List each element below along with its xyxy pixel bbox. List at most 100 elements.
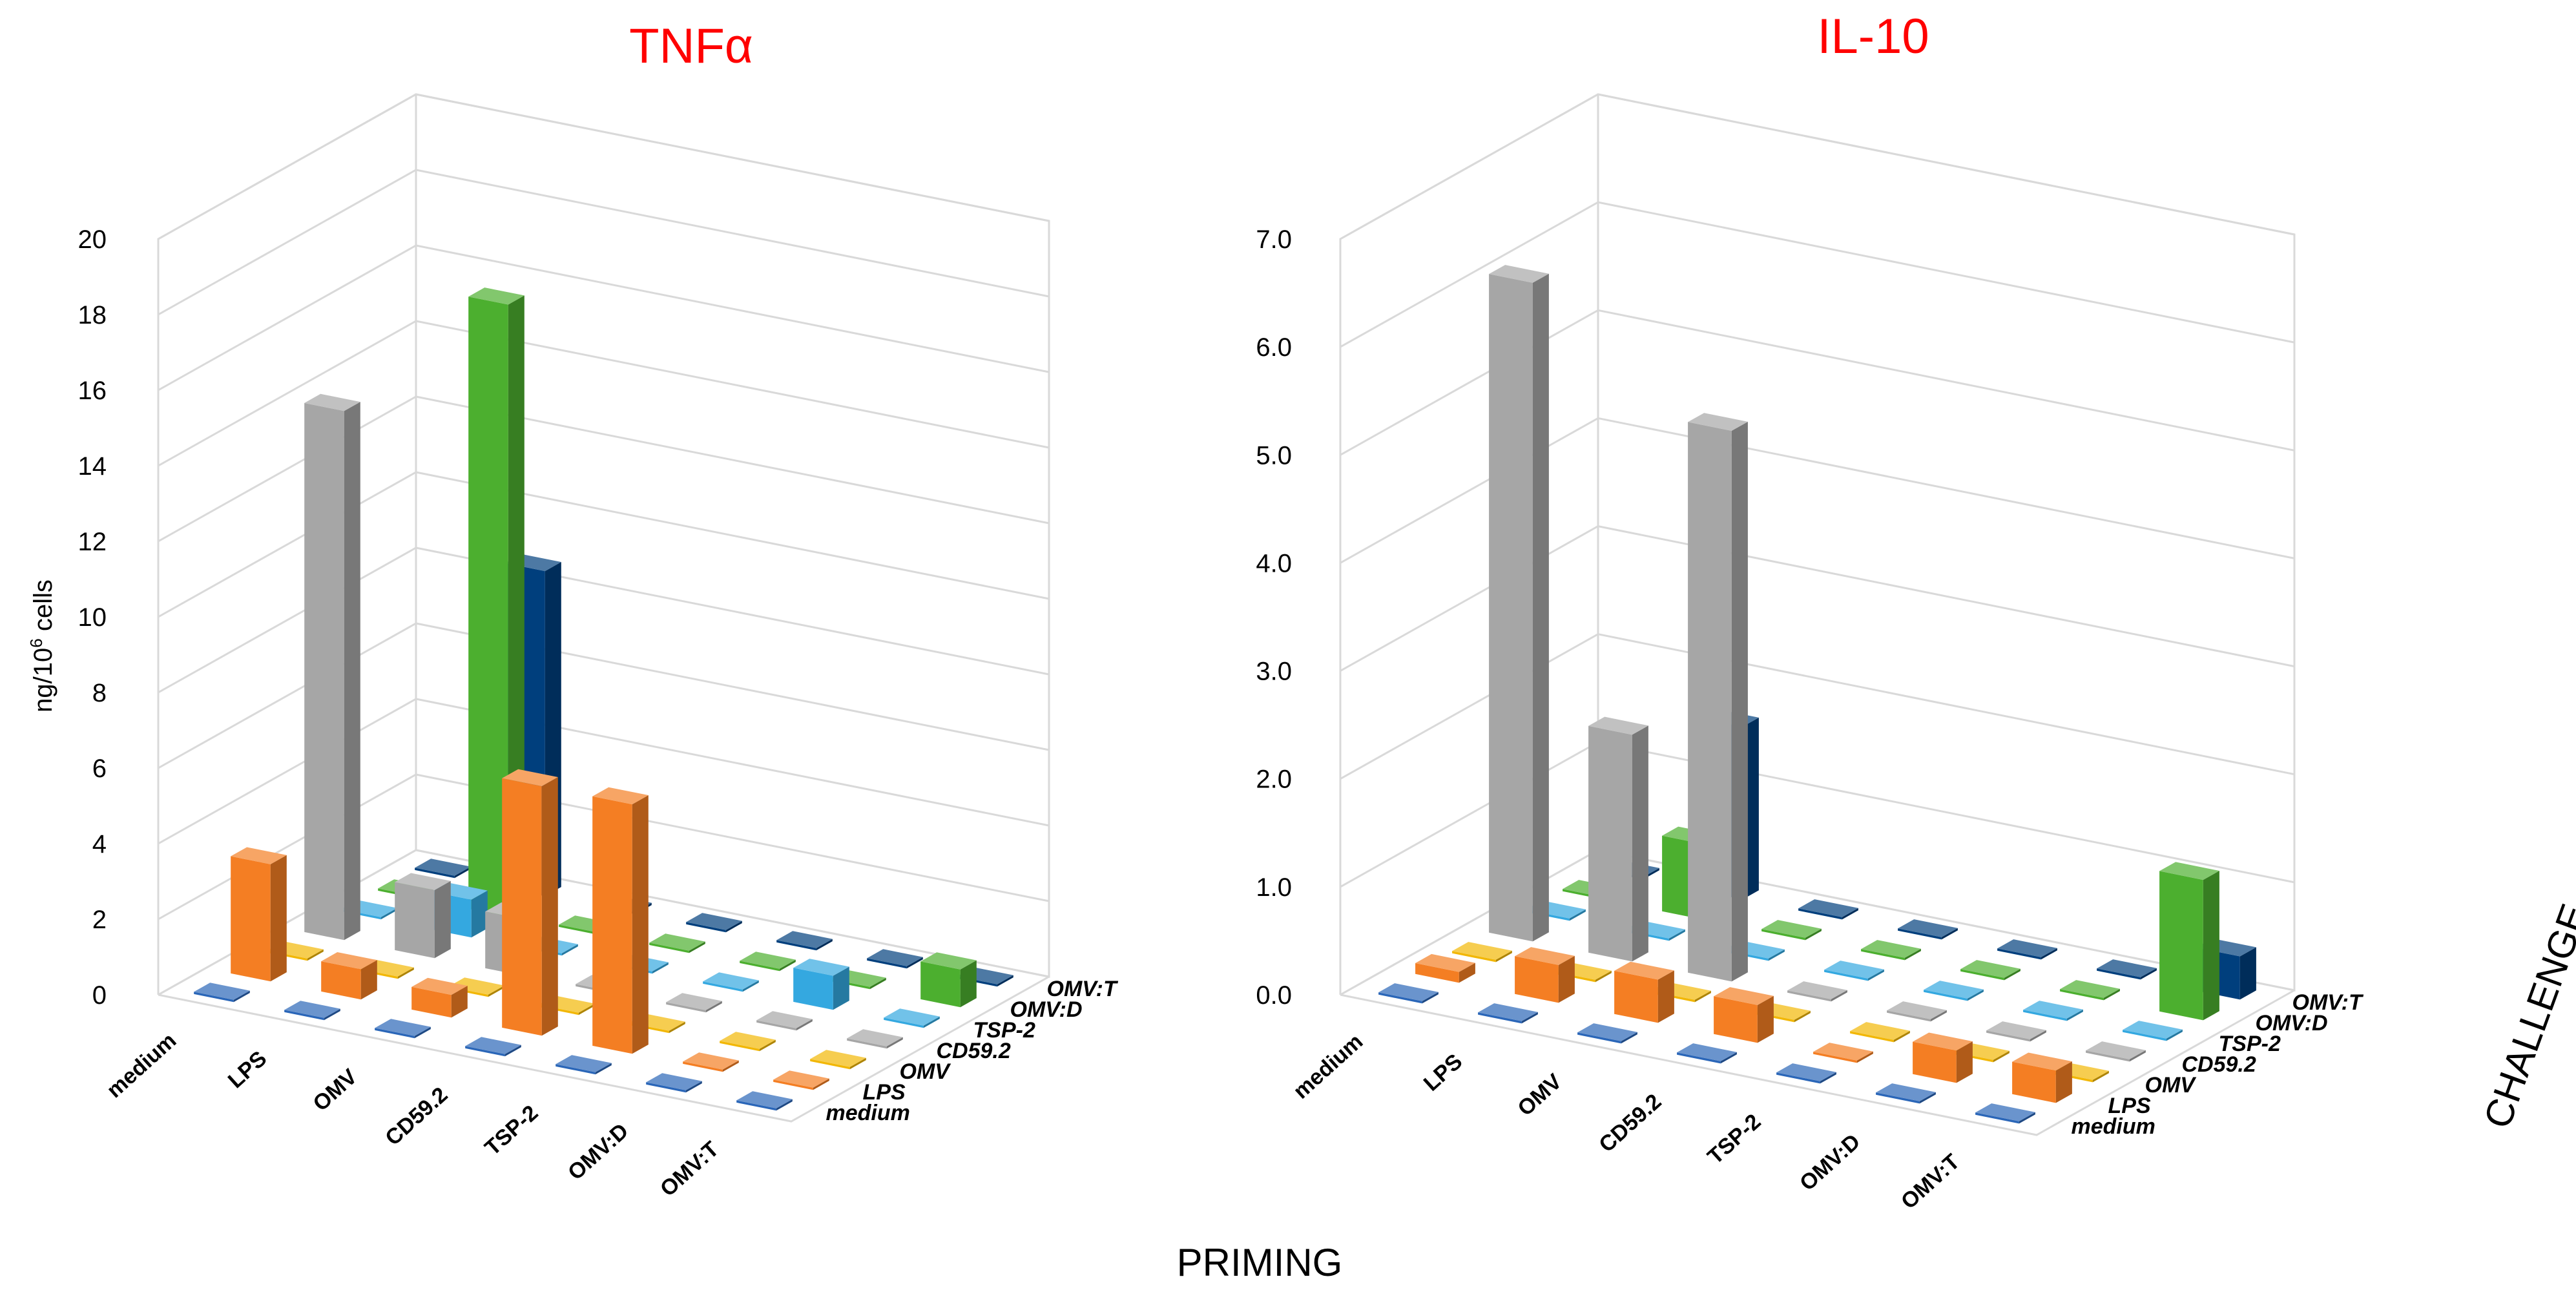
tnf-gridline [158,471,1050,618]
tnf-y-tick-label: 16 [78,377,107,405]
il10-bar [1577,1023,1637,1044]
il10-bar [1415,953,1475,983]
il10-bar [1478,1003,1538,1024]
il10-chart: IL-10 0.01.02.03.04.05.06.07.0 medium LPS… [1256,9,2364,1214]
tnf-bar [502,769,558,1036]
il10-priming-label: TSP-2 [1703,1109,1765,1169]
tnf-bar [666,993,722,1013]
il10-bar [1688,413,1748,982]
tnf-challenge-label: medium [826,1101,910,1125]
il10-floor [1340,989,2295,1136]
il10-bar [1776,1063,1836,1084]
il10-bar [2159,862,2219,1021]
il10-bar [1798,899,1858,920]
il10-priming-label: OMV [1513,1069,1566,1121]
tnf-y-tick-label: 2 [92,906,107,934]
tnf-bar [646,1073,702,1093]
tnf-chart: TNFα 0 2 4 6 8 10 12 14 16 18 20 ng/106 cells medi… [26,19,1119,1202]
il10-gridline [1340,633,2295,780]
il10-bar [1975,1103,2035,1124]
tnf-y-tick-label: 4 [92,830,107,858]
il10-bar [1913,1032,1973,1083]
tnf-bar [686,913,742,933]
il10-challenge-label: CD59.2 [2182,1052,2256,1077]
tnf-bar [375,1019,431,1039]
il10-y-tick-label: 1.0 [1256,873,1292,902]
il10-bar [1813,1043,1873,1063]
il10-bar [1588,716,1648,962]
il10-bar [2060,980,2120,1001]
il10-gridline [1340,741,2295,888]
tnf-priming-label: medium [102,1028,181,1103]
il10-gridline [1340,417,2295,564]
il10-gridline [1340,93,2295,240]
il10-y-tick-label: 5.0 [1256,441,1292,470]
tnf-priming-label: OMV [308,1064,362,1116]
tnf-walls [157,93,1050,1123]
il10-y-tick-label: 7.0 [1256,225,1292,254]
il10-bar [1378,983,1439,1004]
tnf-bars [194,287,1013,1111]
tnf-floor [158,975,1050,1123]
tnf-priming-label: TSP-2 [480,1101,543,1161]
tnf-challenge-label: CD59.2 [937,1039,1011,1063]
tnf-bar [793,959,849,1010]
tnf-priming-label: CD59.2 [380,1083,452,1150]
tnf-bar [847,1029,903,1049]
tnf-gridline [158,93,1050,240]
tnf-bar [415,858,471,879]
tnf-challenge-label: OMV:D [1010,997,1083,1022]
tnf-y-axis-label: ng/106 cells [26,579,57,713]
tnf-bar [920,952,977,1008]
tnf-y-tick-label: 0 [92,981,107,1010]
tnf-bar [776,931,833,951]
tnf-gridline [158,395,1050,543]
tnf-bar [867,949,923,969]
il10-bar [1761,920,1822,941]
il10-challenge-label: OMV:D [2256,1011,2328,1035]
il10-y-tick-label: 2.0 [1256,765,1292,794]
il10-bar [1997,939,2057,960]
il10-bar [1787,981,1847,1002]
tnf-y-tick-label: 14 [78,452,107,481]
tnf-bar [411,977,468,1018]
tnf-gridline [158,169,1050,316]
challenge-axis-label: CHALLENGE [2475,899,2576,1134]
tnf-bar [395,873,451,959]
tnf-y-ticks: 0 2 4 6 8 10 12 14 16 18 20 [78,225,107,1010]
tnf-y-tick-label: 6 [92,754,107,783]
il10-bar [2097,959,2157,980]
tnf-gridline [158,622,1050,769]
tnf-bar [321,952,377,1000]
tnf-challenge-label: LPS [863,1080,906,1105]
tnf-priming-label: OMV:T [656,1137,724,1202]
il10-priming-label: OMV:D [1795,1129,1865,1196]
il10-bar [2012,1052,2072,1103]
il10-bars [1378,265,2256,1124]
tnf-bar [465,1037,521,1057]
il10-challenge-label: LPS [2108,1094,2151,1118]
tnf-priming-labels: medium LPS OMV CD59.2 TSP-2 OMV:D OMV:T [102,1028,723,1202]
priming-axis-label: PRIMING [1177,1241,1343,1284]
il10-wall-outline [1339,93,2296,996]
tnf-bar [468,287,525,917]
il10-bar [1898,919,1958,940]
il10-bar [1824,961,1884,981]
il10-y-tick-label: 3.0 [1256,658,1292,686]
il10-priming-label: CD59.2 [1594,1089,1666,1157]
il10-bar [2123,1021,2183,1041]
tnf-challenge-label: OMV [900,1059,952,1084]
tnf-title: TNFα [629,19,753,74]
il10-bar [2023,1001,2083,1021]
tnf-y-tick-label: 10 [78,603,107,632]
il10-bar [1887,1001,1947,1022]
tnf-priming-label: OMV:D [563,1119,633,1185]
il10-bar [1677,1043,1737,1064]
il10-priming-label: OMV:T [1896,1149,1965,1214]
tnf-challenge-label: TSP-2 [973,1018,1035,1043]
tnf-bar [720,1032,776,1052]
il10-bar [1714,987,1774,1043]
il10-priming-label: LPS [1419,1049,1468,1096]
il10-bar [1924,981,1984,1001]
